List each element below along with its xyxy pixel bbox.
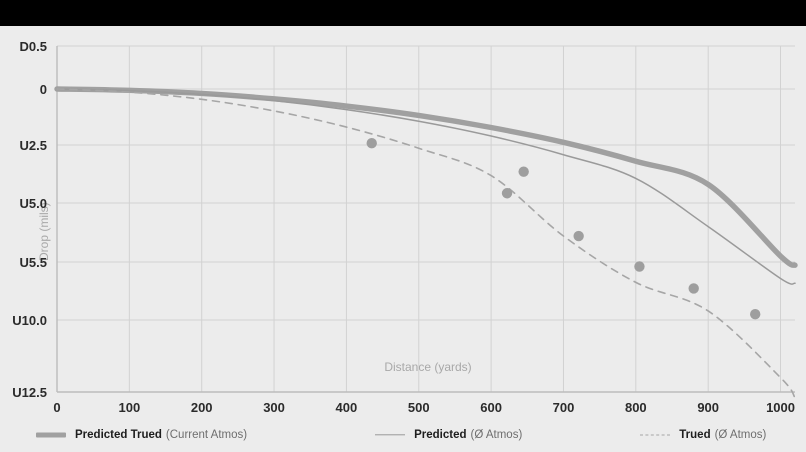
x-tick-label: 600	[480, 400, 502, 415]
series-lines	[54, 86, 798, 399]
y-tick-label: U2.5	[20, 138, 47, 153]
thick-line-swatch	[36, 428, 66, 442]
legend-sub-predicted: (Ø Atmos)	[470, 429, 523, 441]
legend-item-trued[interactable]: Trued (Ø Atmos)	[640, 428, 766, 442]
y-tick-label: U12.5	[12, 385, 47, 400]
data-point[interactable]	[688, 283, 699, 294]
y-tick-label: U5.5	[20, 255, 47, 270]
data-point[interactable]	[573, 230, 584, 242]
data-point[interactable]	[366, 138, 377, 149]
series-line-predicted-trued	[54, 86, 798, 268]
legend-label-predicted: Predicted	[414, 429, 467, 441]
x-tick-label: 900	[697, 400, 719, 415]
legend-sub-trued: (Ø Atmos)	[714, 429, 767, 441]
legend-item-predicted[interactable]: Predicted (Ø Atmos)	[375, 428, 522, 442]
data-point[interactable]	[634, 261, 645, 272]
grid-lines	[56, 45, 795, 393]
legend-sub-predicted-trued: (Current Atmos)	[165, 429, 248, 441]
legend-label-trued: Trued	[679, 429, 711, 441]
x-tick-label: 400	[336, 400, 358, 415]
header-bar	[0, 0, 806, 26]
y-tick-label: U5.0	[20, 196, 47, 211]
x-axis-title: Distance (yards)	[384, 360, 471, 374]
y-axis-title: Drop (mils)	[37, 202, 51, 261]
series-line-trued	[56, 88, 796, 399]
ballistics-drop-chart: Drop (mils) Distance (yards) D0.5 0 U2.5 U5…	[12, 39, 798, 415]
x-tick-label: 100	[119, 400, 141, 415]
data-point[interactable]	[750, 309, 761, 320]
x-tick-labels: 0 100 200 300 400 500 600 700 800 900 1000	[53, 400, 795, 415]
x-tick-label: 800	[625, 400, 647, 415]
series-line-predicted	[56, 88, 796, 285]
x-tick-label: 1000	[766, 400, 795, 415]
y-tick-label: D0.5	[20, 39, 47, 54]
axis-lines	[56, 46, 795, 393]
thin-line-swatch	[375, 428, 406, 442]
x-tick-label: 0	[53, 400, 60, 415]
chart-area: Drop (mils) Distance (yards) D0.5 0 U2.5 U5…	[0, 26, 806, 452]
data-points-group	[366, 138, 761, 320]
x-tick-label: 500	[408, 400, 430, 415]
data-point[interactable]	[518, 166, 529, 177]
data-point[interactable]	[501, 188, 513, 199]
x-tick-label: 300	[263, 400, 285, 415]
legend-item-predicted-trued[interactable]: Predicted Trued (Current Atmos)	[36, 428, 247, 442]
x-tick-label: 200	[191, 400, 213, 415]
chart-legend: Predicted Trued (Current Atmos) Predicte…	[0, 418, 806, 452]
axis-titles: Drop (mils) Distance (yards)	[37, 202, 472, 374]
y-tick-labels: D0.5 0 U2.5 U5.0 U5.5 U10.0 U12.5	[12, 39, 47, 400]
x-tick-label: 700	[553, 400, 575, 415]
legend-label-predicted-trued: Predicted Trued	[75, 429, 162, 441]
y-tick-label: 0	[40, 82, 47, 97]
dashed-line-swatch	[640, 428, 671, 442]
y-tick-label: U10.0	[12, 313, 47, 328]
